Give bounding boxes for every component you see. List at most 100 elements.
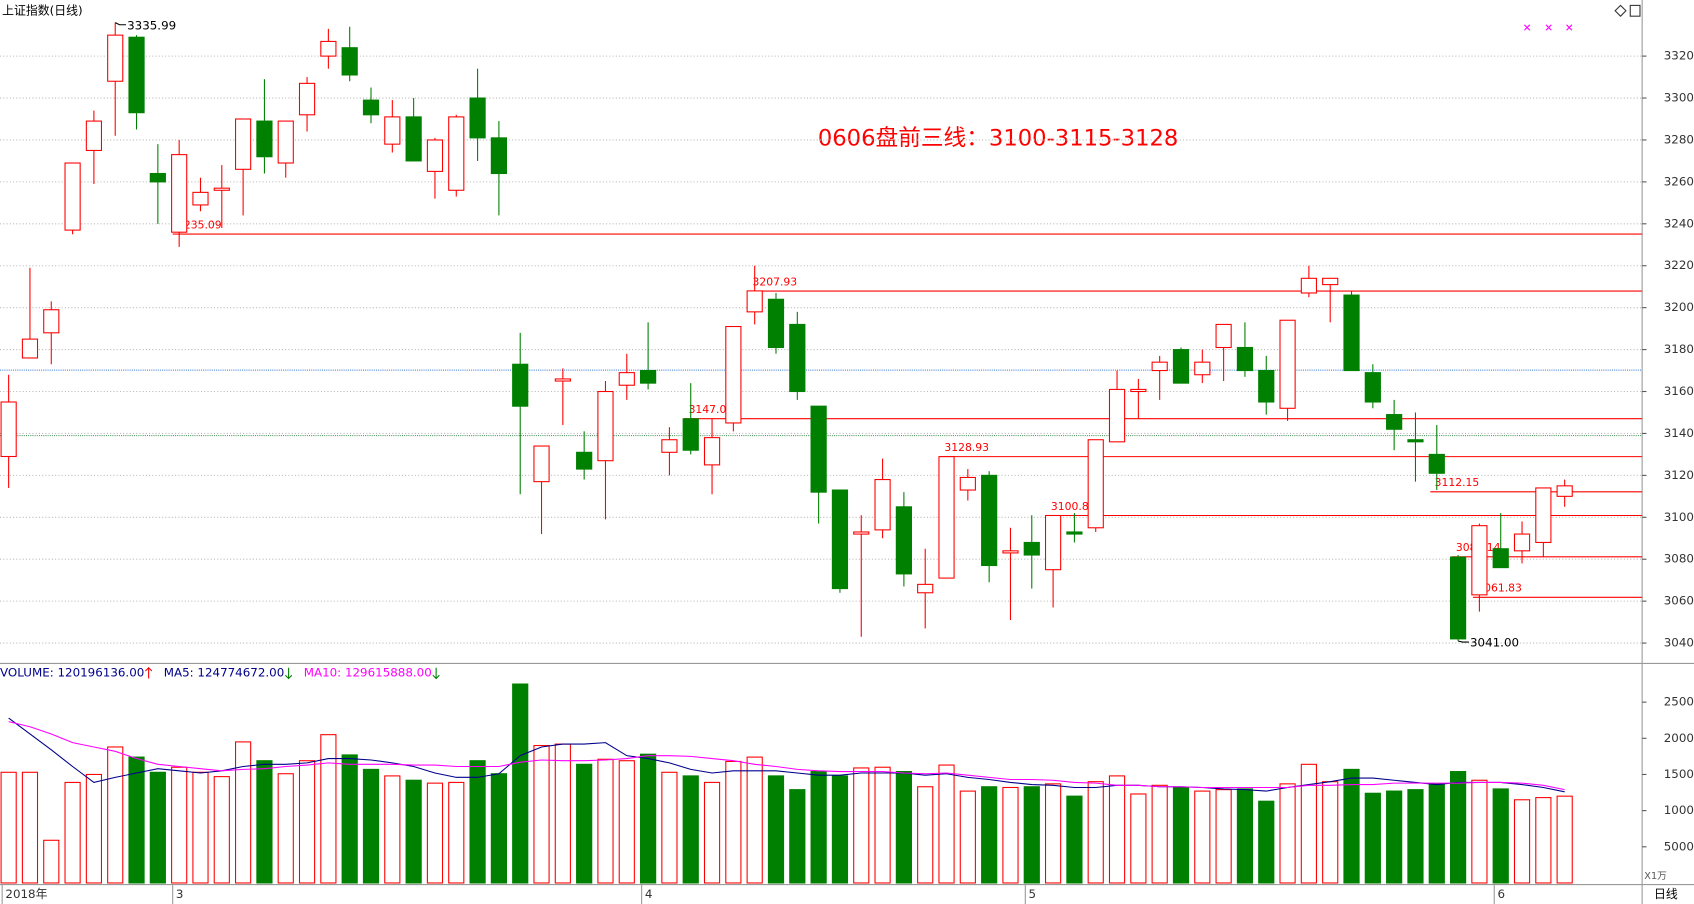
- unit-label: X1万: [1644, 871, 1667, 882]
- candle-body: [1471, 525, 1488, 596]
- icon[interactable]: [1629, 4, 1641, 17]
- volume-bar: [320, 734, 337, 884]
- volume-bar: [405, 779, 422, 884]
- candle-body: [1322, 277, 1339, 286]
- candle-body: [1023, 541, 1040, 556]
- candle-body: [1194, 361, 1211, 376]
- volume-bar: [426, 782, 444, 884]
- y2-tick-label: 20000: [1664, 731, 1694, 745]
- volume-bar: [1066, 795, 1083, 884]
- volume-bar: [1386, 790, 1403, 884]
- candle-body: [981, 474, 998, 567]
- candle-body: [895, 506, 912, 575]
- volume-bar: [277, 773, 294, 884]
- candle-body: [362, 99, 380, 116]
- candle-body: [490, 137, 508, 175]
- volume-bar: [1300, 763, 1317, 884]
- level-label: 3100.86: [1051, 500, 1096, 513]
- candle-body: [1258, 370, 1275, 403]
- candle-body: [1513, 533, 1531, 552]
- candle-body: [192, 191, 209, 206]
- candle-body: [1236, 346, 1254, 372]
- marker-icons: [1524, 24, 1573, 31]
- candle-body: [1428, 453, 1445, 474]
- volume-bar: [1279, 783, 1296, 884]
- volume-bar: [1364, 792, 1381, 884]
- volume-bar: [1428, 783, 1445, 884]
- volume-bar: [682, 775, 699, 884]
- plot: 3040 3060 3080 3100 3120 3140 3160 3180 3200 3220…: [0, 18, 1694, 904]
- candle-body: [0, 401, 17, 458]
- candle-body: [320, 40, 337, 57]
- candle-body: [1108, 388, 1126, 443]
- candle-body: [725, 325, 742, 424]
- volume-bar: [1087, 781, 1104, 884]
- volume-bar: [85, 773, 103, 884]
- candle-body: [1279, 319, 1296, 409]
- volume-bar: [725, 760, 742, 884]
- volume-bar: [1236, 788, 1254, 884]
- volume-bar: [362, 768, 380, 884]
- y-tick-label: 3100: [1664, 510, 1694, 524]
- volume-bar: [43, 839, 60, 884]
- level-label: 3147.05: [689, 403, 734, 416]
- candle-body: [1130, 388, 1147, 393]
- candle-body: [1066, 531, 1083, 535]
- x-tick-label: 5: [1029, 887, 1037, 901]
- volume-bar: [917, 786, 934, 884]
- candle-body: [682, 418, 699, 451]
- volume-bar: [810, 771, 827, 884]
- candle-body: [512, 363, 529, 407]
- volume-bar: [1002, 786, 1019, 884]
- level-label: 3061.83: [1477, 582, 1522, 595]
- volume-bar: [640, 753, 657, 884]
- icon[interactable]: [1614, 4, 1627, 17]
- volume-bar: [341, 754, 358, 884]
- extreme-label: 3041.00: [1470, 636, 1519, 650]
- candle-body: [789, 323, 806, 393]
- volume-bar: [0, 771, 17, 884]
- y-tick-label: 3240: [1664, 216, 1694, 230]
- x-tick-label: 6: [1497, 887, 1505, 901]
- volume-bar: [235, 741, 252, 884]
- candle-body: [533, 445, 550, 483]
- y-tick-label: 3080: [1664, 552, 1694, 566]
- candle-body: [448, 116, 465, 191]
- y2-tick-label: 15000: [1664, 767, 1694, 781]
- candle-body: [426, 139, 444, 172]
- volume-bar: [959, 790, 976, 884]
- candle-body: [703, 437, 721, 466]
- volume-bar: [767, 775, 785, 884]
- candle-body: [341, 47, 358, 76]
- volume-bar: [1471, 779, 1488, 884]
- volume-bar: [789, 789, 806, 884]
- y-tick-label: 3280: [1664, 132, 1694, 146]
- y-tick-label: 3300: [1664, 91, 1694, 105]
- candle-body: [1535, 487, 1552, 543]
- legend-label: VOLUME: 120196136.00: [0, 666, 144, 680]
- volume-bar: [661, 771, 678, 884]
- x-tick-label: 3: [176, 887, 184, 901]
- volume-bar: [1023, 786, 1040, 884]
- candle-body: [405, 116, 422, 162]
- candle-body: [298, 82, 316, 116]
- candle-body: [107, 34, 124, 82]
- candle-body: [256, 120, 273, 158]
- extreme-pointer: [1457, 640, 1469, 643]
- candle-body: [85, 120, 103, 151]
- candle-body: [1002, 550, 1019, 554]
- candle-body: [554, 378, 571, 382]
- volume-bar: [938, 764, 955, 884]
- annotation: 0606盘前三线：3100-3115-3128: [818, 126, 1179, 152]
- candle-body: [384, 116, 401, 145]
- volume-bar: [1407, 789, 1424, 884]
- volume-bar: [171, 766, 188, 884]
- y-tick-label: 3040: [1664, 636, 1694, 650]
- volume-bar: [1172, 786, 1190, 884]
- legend-label: MA5: 124774672.00: [164, 666, 285, 680]
- y-tick-label: 3060: [1664, 594, 1694, 608]
- candle-body: [1492, 548, 1509, 569]
- volume-bar: [64, 781, 81, 884]
- y2-tick-label: 5000: [1664, 839, 1694, 853]
